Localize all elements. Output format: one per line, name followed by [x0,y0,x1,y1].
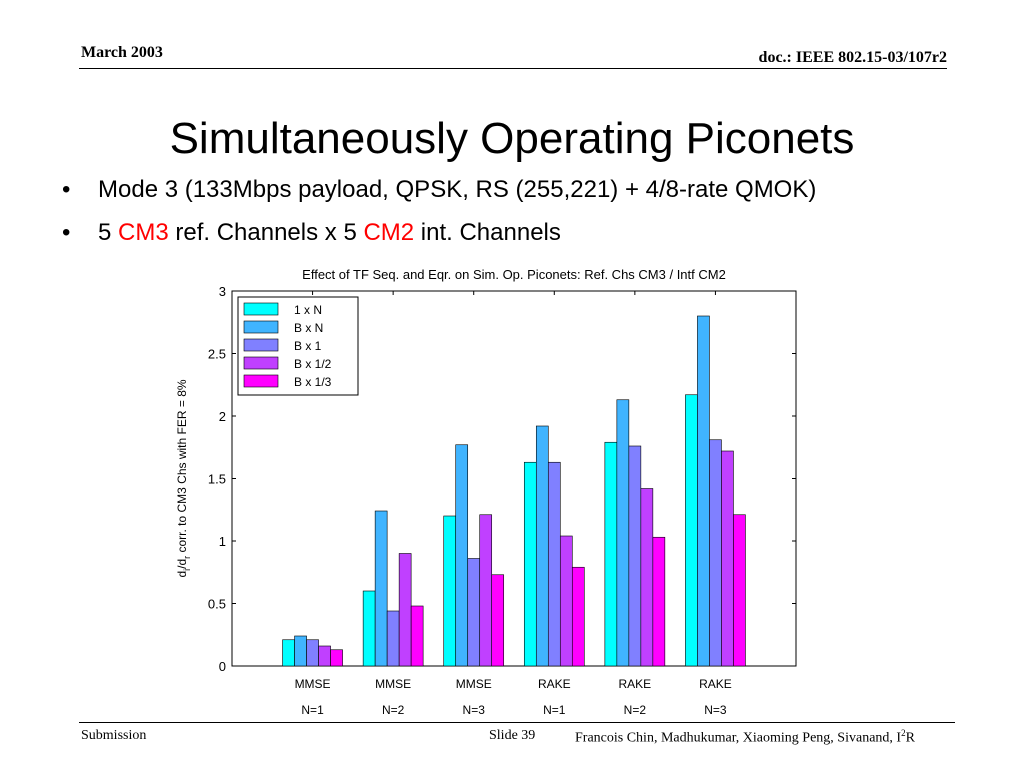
y-axis-label-sub: i [182,569,192,571]
bullet-text-post: int. Channels [414,219,561,246]
bar [685,394,698,667]
bar [398,553,412,667]
legend-label: B x 1/2 [294,357,332,371]
y-axis-label-part: d [175,571,189,578]
bullet-text-mid: ref. Channels x 5 [168,219,364,246]
bullet-item: • Mode 3 (133Mbps payload, QPSK, RS (255… [62,176,816,219]
bar [410,605,424,667]
y-axis-label: di/dr corr. to CM3 Chs with FER = 8% [175,379,192,577]
bar [306,639,319,667]
header-rule [79,68,947,69]
x-tick-label-method: RAKE [699,677,732,691]
bar [616,399,630,667]
y-tick-label: 0 [219,659,226,674]
bar [733,514,746,667]
x-tick-label-n: N=1 [543,703,566,717]
bar-chart: Effect of TF Seq. and Eqr. on Sim. Op. P… [175,267,797,717]
y-tick-label: 1.5 [208,472,226,487]
bar [523,461,537,667]
bullet-list: • Mode 3 (133Mbps payload, QPSK, RS (255… [62,176,816,262]
footer-slide-number: Slide 39 [489,728,536,743]
bar [640,488,654,667]
footer-authors-text: Francois Chin, Madhukumar, Xiaoming Peng… [575,730,902,746]
legend-label: B x 1 [294,339,322,353]
bar [652,536,666,667]
bullet-text-pre: 5 [98,219,119,246]
y-tick-label: 0.5 [208,597,226,612]
x-tick-label-n: N=2 [624,703,647,717]
footer-authors-sup: 2 [901,728,906,738]
bullet-marker: • [62,219,71,246]
bullet-item: • 5 CM3 ref. Channels x 5 CM2 int. Chann… [62,219,816,262]
x-tick-label-n: N=3 [463,703,486,717]
bar [294,635,307,667]
footer-authors-tail: R [905,730,915,746]
bar [467,558,481,667]
footer-rule [79,722,955,723]
y-axis-label-part: corr. to CM3 Chs with FER = 8% [175,379,189,556]
x-tick-label-method: RAKE [619,677,652,691]
bullet-highlight-cm3: CM3 [118,219,169,246]
header-date: March 2003 [81,44,163,61]
header-doc-id: doc.: IEEE 802.15-03/107r2 [758,49,947,66]
bar [386,610,400,667]
bullet-highlight-cm2: CM2 [363,219,415,246]
bar [479,514,493,667]
bar [318,645,331,667]
bar [455,444,469,667]
legend-label: B x 1/3 [294,375,332,389]
x-tick-label-n: N=3 [704,703,727,717]
bar [559,535,573,667]
y-axis-label-sub: r [182,556,192,559]
bar [491,574,505,667]
legend-swatch [243,356,279,370]
legend-label: B x N [294,321,323,335]
x-tick-label-method: RAKE [538,677,571,691]
legend-swatch [243,374,279,388]
bullet-marker: • [62,176,71,203]
legend-swatch [243,302,279,316]
bar [571,566,585,667]
legend-swatch [243,320,279,334]
bar [604,441,618,667]
bar [697,315,710,667]
bar [628,445,642,667]
bar [721,450,734,667]
y-tick-label: 3 [219,284,226,299]
bar [547,461,561,667]
y-tick-label: 1 [219,534,226,549]
footer-authors: Francois Chin, Madhukumar, Xiaoming Peng… [575,728,915,747]
bar [709,439,722,667]
y-axis-label-part: /d [175,559,189,569]
bullet-text: Mode 3 (133Mbps payload, QPSK, RS (255,2… [98,176,817,203]
footer-submission: Submission [81,728,147,743]
bar [330,649,343,667]
bar [362,590,376,667]
bar [282,639,295,667]
bar [535,425,549,667]
bar [374,510,388,667]
bar [443,515,457,667]
y-tick-label: 2.5 [208,347,226,362]
x-tick-label-method: MMSE [375,677,411,691]
slide-title: Simultaneously Operating Piconets [169,114,855,163]
y-tick-label: 2 [219,409,226,424]
chart-title: Effect of TF Seq. and Eqr. on Sim. Op. P… [302,267,726,282]
x-tick-label-method: MMSE [295,677,331,691]
x-tick-label-method: MMSE [456,677,492,691]
legend-swatch [243,338,279,352]
x-tick-label-n: N=2 [382,703,405,717]
legend-label: 1 x N [294,303,322,317]
x-tick-label-n: N=1 [301,703,324,717]
